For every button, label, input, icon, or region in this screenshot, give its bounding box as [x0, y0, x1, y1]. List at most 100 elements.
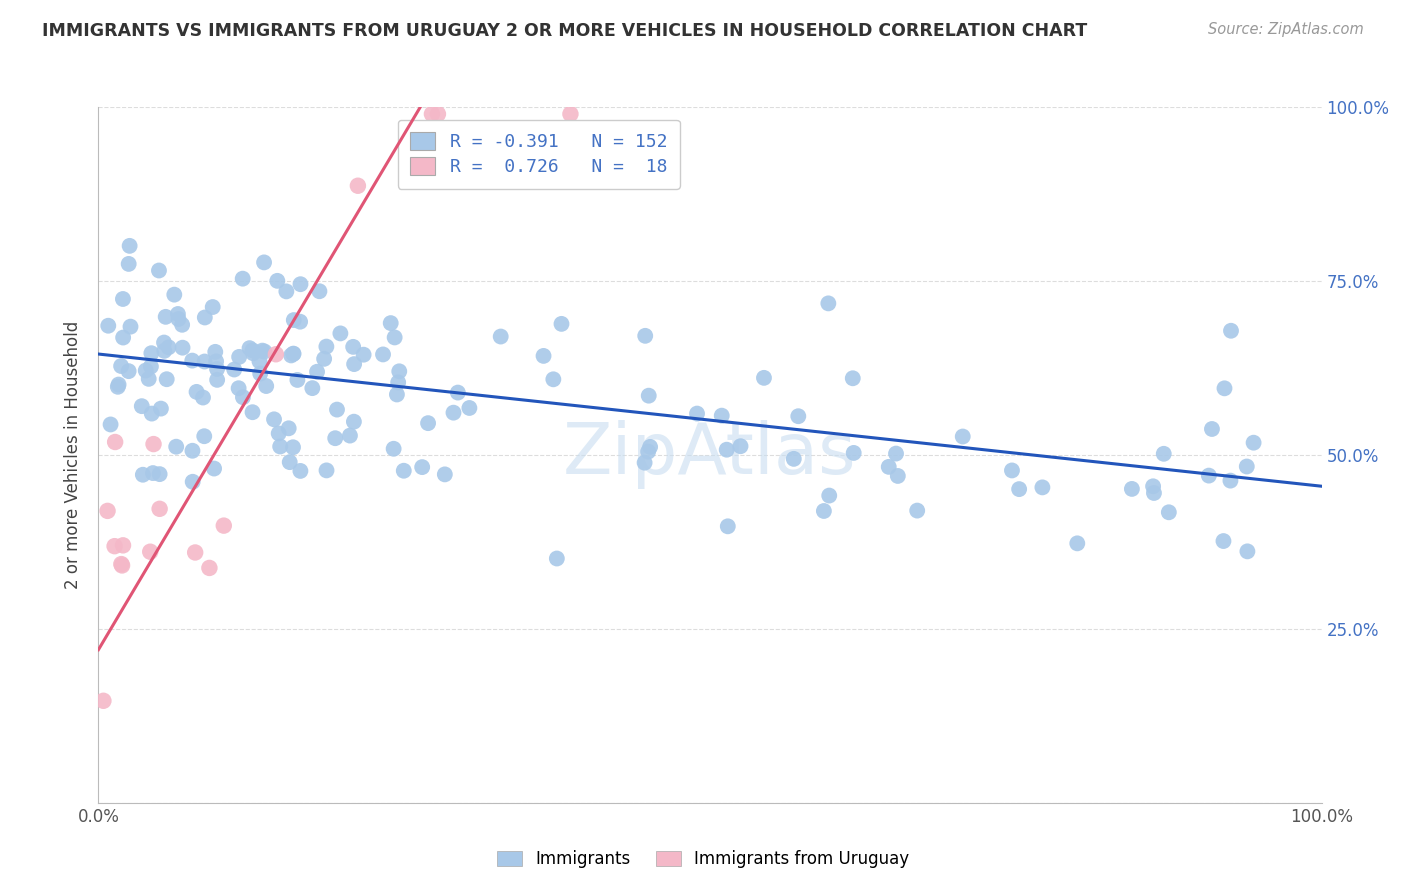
Point	[489, 329, 512, 343]
Point	[817, 296, 839, 310]
Point	[283, 313, 305, 327]
Point	[107, 377, 129, 392]
Point	[232, 390, 254, 404]
Point	[193, 429, 215, 443]
Point	[326, 402, 349, 417]
Point	[1121, 482, 1143, 496]
Point	[1153, 447, 1175, 461]
Point	[716, 442, 738, 457]
Point	[111, 538, 134, 552]
Point	[329, 326, 352, 341]
Point	[163, 287, 186, 301]
Point	[205, 373, 228, 387]
Point	[1213, 381, 1236, 395]
Point	[288, 315, 311, 329]
Y-axis label: 2 or more Vehicles in Household: 2 or more Vehicles in Household	[65, 321, 83, 589]
Point	[1219, 474, 1241, 488]
Point	[191, 391, 214, 405]
Point	[252, 343, 274, 358]
Point	[135, 363, 157, 377]
Point	[686, 407, 709, 421]
Point	[266, 274, 288, 288]
Point	[118, 239, 141, 253]
Point	[314, 351, 336, 366]
Point	[202, 461, 225, 475]
Point	[380, 316, 402, 330]
Text: ZipAtlas: ZipAtlas	[564, 420, 856, 490]
Point	[93, 694, 115, 708]
Point	[201, 300, 224, 314]
Point	[1201, 422, 1223, 436]
Point	[637, 444, 659, 458]
Point	[813, 504, 835, 518]
Point	[952, 429, 974, 443]
Point	[347, 178, 370, 193]
Point	[290, 464, 312, 478]
Point	[100, 417, 122, 432]
Point	[224, 362, 246, 376]
Point	[181, 475, 204, 489]
Point	[142, 466, 165, 480]
Point	[783, 451, 806, 466]
Point	[343, 415, 366, 429]
Point	[107, 380, 129, 394]
Point	[905, 503, 928, 517]
Point	[416, 416, 439, 430]
Point	[1001, 463, 1024, 477]
Point	[139, 545, 162, 559]
Legend: Immigrants, Immigrants from Uruguay: Immigrants, Immigrants from Uruguay	[491, 844, 915, 875]
Point	[264, 347, 287, 361]
Point	[884, 447, 907, 461]
Point	[167, 312, 190, 326]
Point	[339, 428, 361, 442]
Point	[887, 469, 910, 483]
Point	[253, 344, 276, 359]
Point	[323, 431, 346, 445]
Point	[242, 343, 264, 358]
Point	[447, 385, 470, 400]
Point	[342, 340, 364, 354]
Point	[267, 426, 290, 441]
Point	[411, 460, 433, 475]
Point	[104, 539, 127, 553]
Point	[1212, 534, 1234, 549]
Point	[238, 341, 260, 355]
Point	[205, 362, 228, 376]
Text: IMMIGRANTS VS IMMIGRANTS FROM URUGUAY 2 OR MORE VEHICLES IN HOUSEHOLD CORRELATIO: IMMIGRANTS VS IMMIGRANTS FROM URUGUAY 2 …	[42, 22, 1087, 40]
Point	[308, 285, 330, 299]
Point	[307, 365, 329, 379]
Point	[1031, 480, 1053, 494]
Point	[443, 406, 465, 420]
Point	[877, 459, 900, 474]
Point	[167, 307, 190, 321]
Point	[283, 347, 305, 361]
Point	[1220, 324, 1243, 338]
Point	[385, 387, 408, 401]
Point	[181, 353, 204, 368]
Point	[315, 463, 337, 477]
Point	[131, 399, 153, 413]
Point	[633, 456, 655, 470]
Point	[269, 440, 291, 454]
Point	[249, 354, 271, 368]
Point	[1157, 505, 1180, 519]
Point	[242, 346, 264, 360]
Point	[232, 271, 254, 285]
Point	[384, 330, 406, 344]
Point	[132, 467, 155, 482]
Point	[343, 357, 366, 371]
Point	[533, 349, 555, 363]
Point	[281, 440, 304, 454]
Point	[280, 348, 302, 362]
Point	[153, 335, 176, 350]
Point	[141, 346, 163, 360]
Point	[301, 381, 323, 395]
Point	[818, 489, 841, 503]
Point	[420, 107, 443, 121]
Point	[193, 354, 215, 368]
Point	[426, 107, 449, 121]
Point	[458, 401, 481, 415]
Point	[1236, 459, 1258, 474]
Point	[97, 318, 120, 333]
Point	[730, 439, 752, 453]
